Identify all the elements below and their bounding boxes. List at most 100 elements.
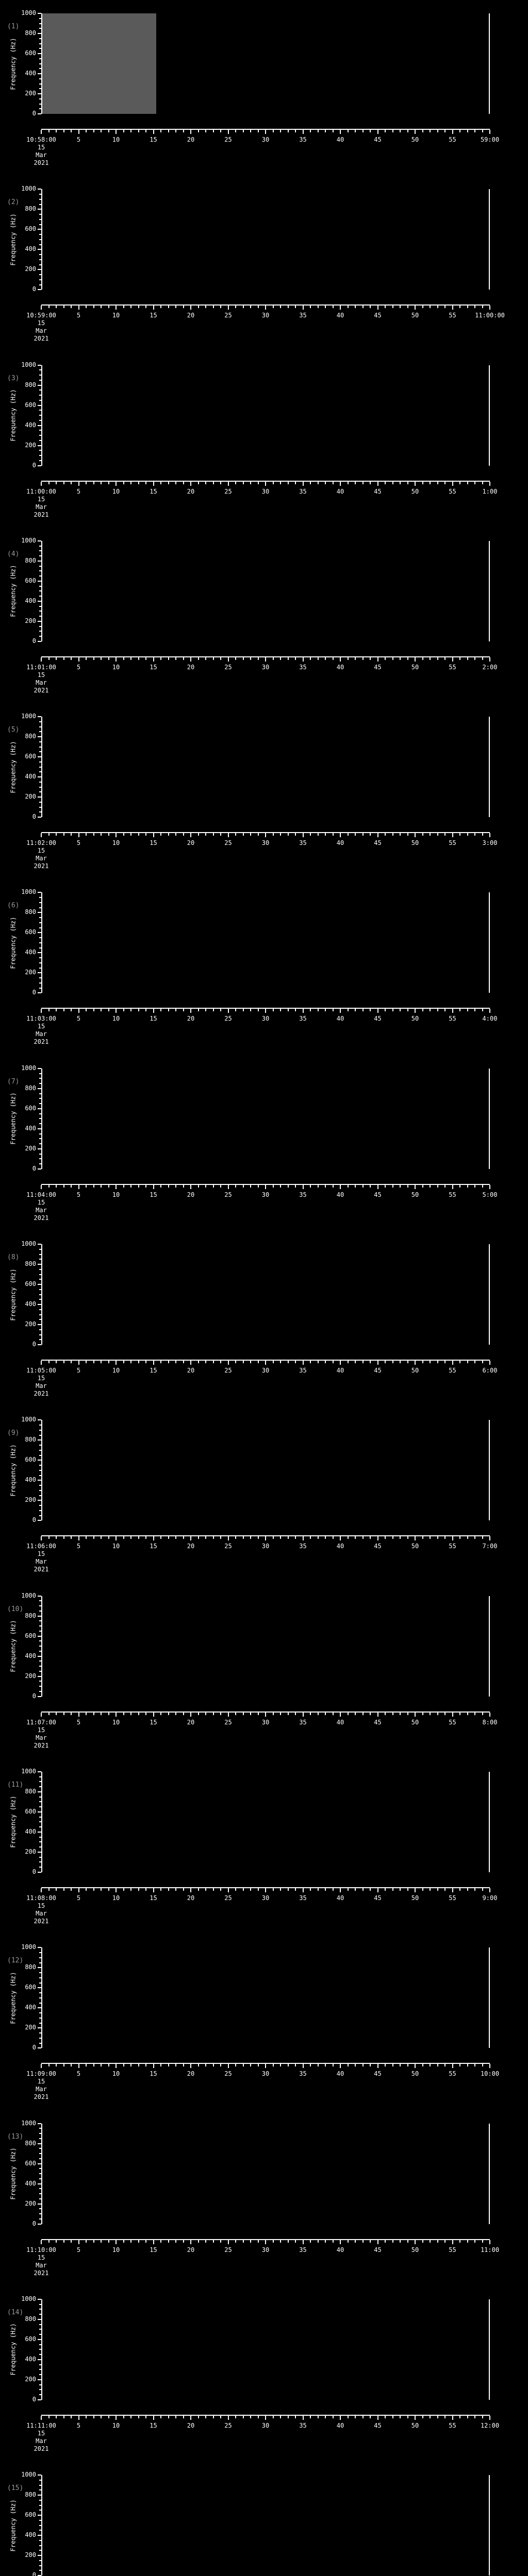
tick-mark [39, 631, 41, 632]
tick-mark [145, 2415, 146, 2418]
tick-mark [38, 2575, 41, 2576]
x-axis-tick-label: 35 [299, 663, 307, 671]
plot-area[interactable] [41, 1068, 490, 1169]
tick-mark [39, 1670, 41, 1672]
x-axis-tick-label: 55 [449, 312, 456, 319]
plot-area[interactable] [41, 717, 490, 818]
plot-area[interactable] [41, 2475, 490, 2576]
tick-mark [38, 269, 41, 270]
x-axis-date-line: 2021 [34, 1917, 49, 1925]
plot-area[interactable] [41, 2123, 490, 2224]
tick-mark [385, 2240, 386, 2243]
tick-mark [39, 1992, 41, 1994]
tick-mark [220, 833, 221, 836]
tick-mark [325, 657, 326, 660]
plot-area[interactable] [41, 1420, 490, 1521]
x-axis-tick-label: 35 [299, 839, 307, 847]
tick-mark [39, 430, 41, 431]
tick-mark [482, 130, 483, 132]
y-axis-title-text: Frequency (Hz) [10, 389, 17, 442]
x-axis-tick-label: 20 [187, 2246, 195, 2253]
x-axis-date-line: 15 [37, 2429, 45, 2437]
tick-mark [325, 1009, 326, 1012]
x-axis-tick-label: 50 [411, 1015, 419, 1023]
tick-mark [39, 585, 41, 587]
plot-area[interactable] [41, 189, 490, 290]
tick-mark [39, 2213, 41, 2215]
tick-mark [302, 1712, 304, 1717]
tick-mark [39, 234, 41, 235]
x-axis-date-line: 15 [37, 1375, 45, 1382]
tick-mark [377, 481, 378, 486]
tick-mark [56, 306, 57, 309]
tick-mark [93, 2240, 94, 2243]
tick-mark [437, 306, 438, 309]
tick-mark [265, 1536, 266, 1541]
tick-mark [220, 2415, 221, 2418]
tick-mark [48, 2064, 50, 2067]
tick-mark [190, 657, 191, 662]
tick-mark [190, 1888, 191, 1892]
tick-mark [257, 1009, 259, 1012]
tick-mark [39, 2133, 41, 2134]
plot-area[interactable] [41, 2299, 490, 2400]
tick-mark [108, 1712, 109, 1715]
tick-mark [332, 130, 334, 132]
y-axis-tick-label: 600 [25, 1632, 36, 1639]
tick-mark [168, 306, 169, 309]
plot-area[interactable] [41, 892, 490, 993]
plot-area[interactable] [41, 540, 490, 641]
x-axis-tick-label: 15 [150, 1718, 157, 1726]
y-axis-tick-label: 0 [32, 461, 36, 469]
tick-mark [452, 1888, 453, 1892]
x-axis-date-label: 15 Mar 2021 [34, 1726, 49, 1750]
x-axis-tick-label: 15 [150, 2421, 157, 2429]
tick-mark [482, 1009, 483, 1012]
y-axis-tick-label: 1000 [21, 9, 36, 16]
tick-mark [48, 481, 50, 484]
tick-mark [227, 130, 229, 134]
x-axis-tick-label: 45 [374, 663, 382, 671]
tick-mark [467, 657, 468, 660]
tick-mark [39, 957, 41, 959]
tick-mark [355, 1536, 356, 1539]
tick-mark [168, 130, 169, 132]
x-axis-tick-label: 5 [76, 663, 81, 671]
tick-mark [370, 481, 371, 484]
plot-area[interactable] [41, 1771, 490, 1872]
y-axis-title: Frequency (Hz) [9, 1947, 18, 2048]
tick-mark [123, 657, 124, 660]
tick-mark [452, 2415, 453, 2420]
tick-mark [197, 1361, 199, 1364]
plot-area[interactable] [41, 365, 490, 466]
y-axis-tick-label: 0 [32, 1868, 36, 1875]
plot-area[interactable] [41, 13, 490, 114]
tick-mark [310, 1361, 311, 1364]
plot-area[interactable] [41, 1244, 490, 1345]
tick-mark [474, 1712, 475, 1715]
tick-mark [39, 1962, 41, 1963]
tick-mark [310, 2415, 311, 2418]
tick-mark [48, 1184, 50, 1188]
x-axis-tick-label: 15 [150, 487, 157, 495]
tick-mark [38, 2379, 41, 2380]
x-axis-tick-label: 15 [150, 1543, 157, 1550]
plot-area[interactable] [41, 1596, 490, 1697]
y-axis-tick-label: 1000 [21, 185, 36, 193]
y-axis-tick-label: 600 [25, 401, 36, 409]
plot-area[interactable] [41, 1947, 490, 2048]
tick-mark [39, 1957, 41, 1958]
tick-mark [302, 2064, 304, 2069]
tick-mark [39, 2349, 41, 2350]
tick-mark [400, 2240, 401, 2243]
tick-mark [392, 2415, 393, 2418]
tick-mark [355, 1184, 356, 1188]
tick-mark [489, 1184, 490, 1189]
tick-mark [39, 1334, 41, 1335]
tick-mark [340, 481, 341, 486]
x-axis-tick-label: 10 [112, 2421, 120, 2429]
y-axis-tick-label: 1000 [21, 1767, 36, 1775]
tick-mark [250, 1888, 251, 1891]
x-axis-tick-label: 50 [411, 663, 419, 671]
tick-mark [71, 2240, 72, 2243]
